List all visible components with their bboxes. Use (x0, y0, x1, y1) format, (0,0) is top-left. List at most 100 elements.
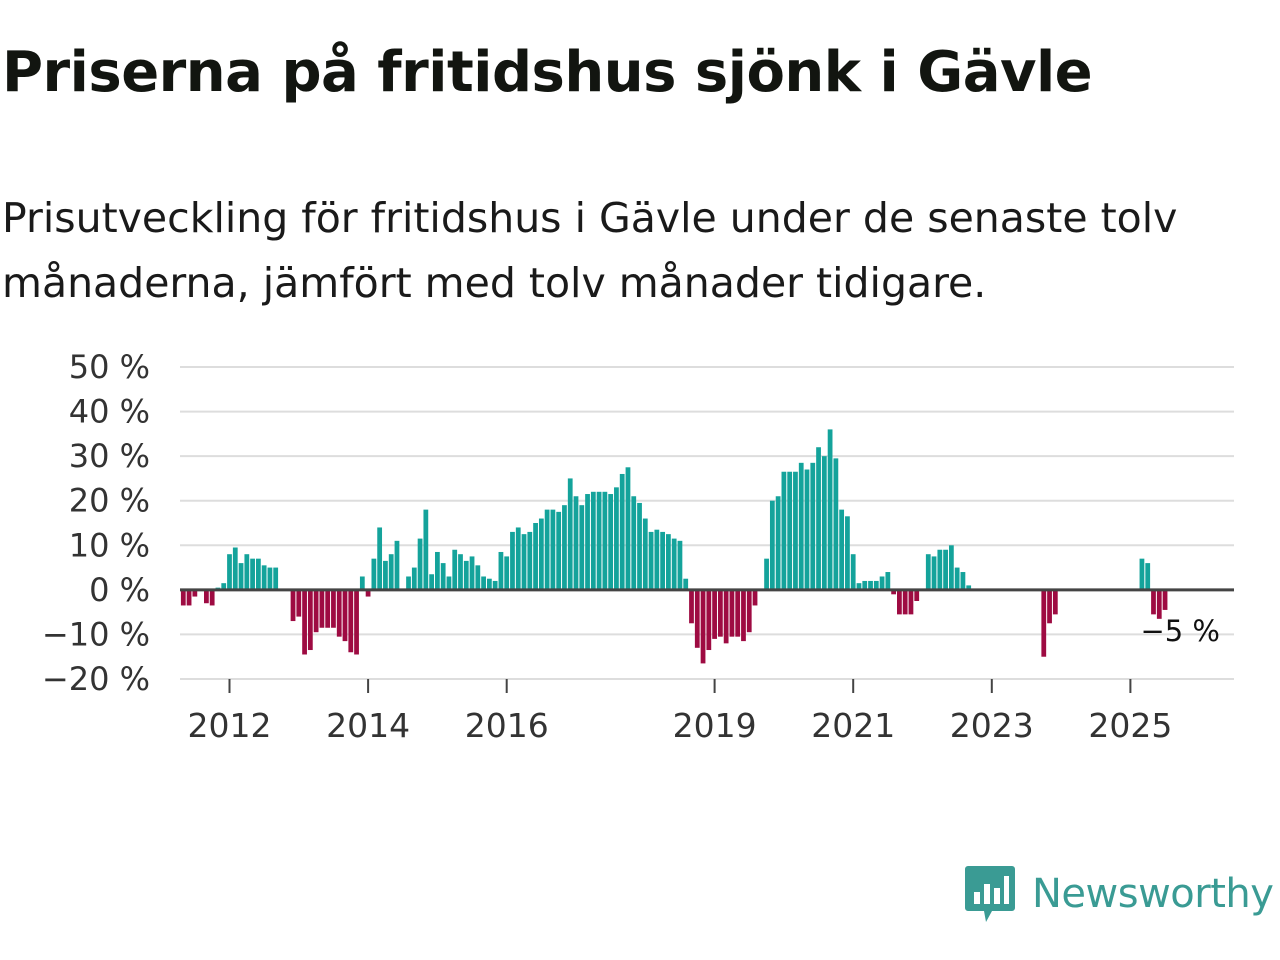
bar (804, 469, 810, 590)
bar (204, 589, 209, 604)
bar (585, 494, 590, 590)
y-tick-label: −20 % (42, 660, 150, 698)
bar (769, 500, 775, 590)
x-tick-label: 2016 (465, 706, 549, 745)
bar (775, 496, 781, 590)
bar (209, 589, 215, 606)
bar (440, 563, 446, 590)
y-tick-label: 0 % (89, 571, 150, 609)
bar (850, 554, 856, 590)
bar (446, 576, 452, 590)
bar (319, 589, 325, 628)
bar (741, 589, 746, 642)
bar (793, 471, 798, 590)
bar (798, 462, 804, 590)
bar-series (180, 429, 1168, 664)
bar (868, 580, 873, 590)
bar (458, 554, 463, 590)
bar (712, 589, 717, 639)
bar (879, 576, 885, 590)
bar (694, 589, 700, 648)
bar (717, 589, 723, 637)
bar (862, 580, 868, 590)
bar (261, 565, 267, 590)
bar (937, 549, 943, 590)
chart-title: Priserna på fritidshus sjönk i Gävle (2, 40, 1093, 105)
bar (273, 567, 279, 590)
bar (244, 554, 250, 590)
bar (556, 511, 562, 590)
bar (533, 523, 538, 590)
bar (562, 505, 567, 590)
x-axis-ticks: 2012 2014 2016 2019 2021 2023 2025 (188, 679, 1172, 745)
y-tick-label: 40 % (69, 393, 150, 431)
bar (631, 496, 637, 590)
bar (394, 540, 400, 590)
x-tick-label: 2012 (188, 706, 272, 745)
bar (307, 589, 313, 651)
x-tick-label: 2021 (811, 706, 895, 745)
chart-subtitle: Prisutveckling för fritidshus i Gävle un… (2, 194, 1178, 307)
x-tick-label: 2014 (326, 706, 410, 745)
bar (486, 578, 492, 590)
bar (943, 549, 948, 590)
bar (1139, 558, 1145, 590)
bar (567, 478, 573, 590)
bar (498, 551, 504, 590)
bar (764, 558, 769, 590)
y-tick-label: −10 % (42, 615, 150, 653)
bar (683, 578, 689, 590)
bar (642, 518, 648, 590)
bar (833, 458, 839, 590)
bar (735, 589, 741, 637)
bar (221, 583, 227, 590)
bar (729, 589, 735, 637)
bar (746, 589, 752, 633)
bar (821, 456, 827, 590)
bar (706, 589, 712, 651)
bar (383, 560, 388, 590)
bar (255, 558, 261, 590)
bar (515, 527, 521, 590)
bar (752, 589, 758, 606)
bar (637, 502, 642, 590)
bar (914, 589, 920, 601)
bar (648, 531, 654, 590)
bar (527, 531, 533, 590)
x-tick-label: 2019 (673, 706, 757, 745)
bar (267, 567, 273, 590)
bar (810, 462, 816, 590)
bar (827, 429, 833, 590)
bar (435, 551, 440, 590)
bar (452, 549, 458, 590)
y-tick-label: 20 % (69, 482, 150, 520)
bar (180, 589, 186, 606)
bar (429, 574, 435, 590)
bar (625, 467, 631, 590)
bar (816, 447, 821, 590)
bar (1151, 589, 1156, 615)
bar (1052, 589, 1058, 615)
bar (331, 589, 336, 628)
bar (388, 554, 394, 590)
bar (1156, 589, 1162, 619)
bar (787, 471, 793, 590)
newsworthy-brand[interactable]: Newsworthy (964, 864, 1274, 924)
bar (227, 554, 232, 590)
bar (354, 589, 359, 655)
bar (406, 576, 411, 590)
bar (1162, 589, 1168, 610)
bar (377, 527, 383, 590)
bar (1145, 563, 1151, 590)
bar (781, 471, 787, 590)
bar (666, 534, 671, 590)
bar (689, 589, 694, 624)
bar (475, 565, 481, 590)
bar (313, 589, 319, 633)
bar (602, 491, 608, 590)
bar (579, 505, 585, 590)
bar (371, 558, 377, 590)
bar (550, 509, 556, 590)
bar (510, 531, 515, 590)
bar (948, 545, 954, 590)
